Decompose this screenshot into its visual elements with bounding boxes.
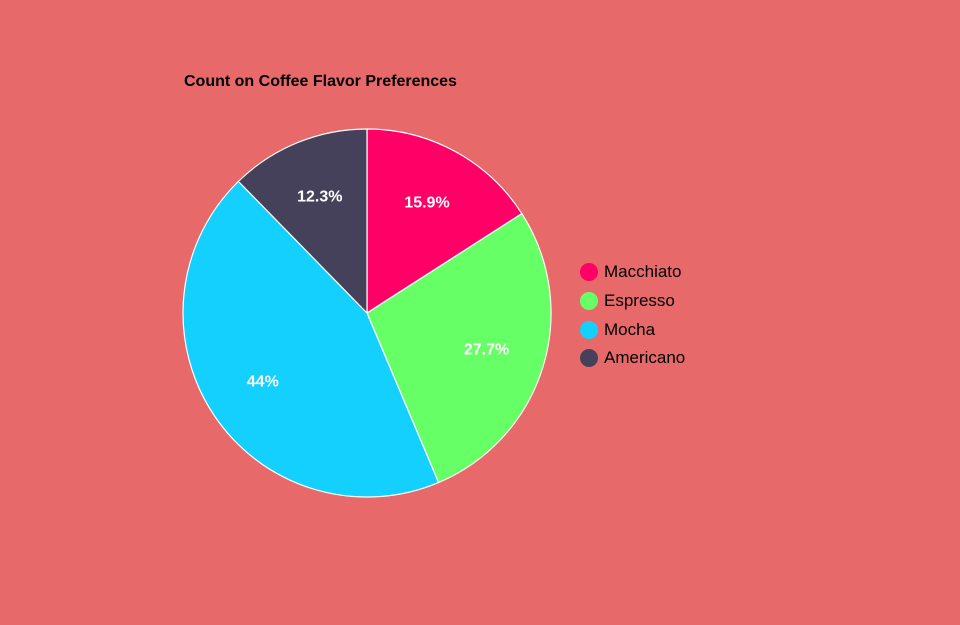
legend-item-americano[interactable]: Americano: [580, 344, 685, 373]
slice-label-espresso: 27.7%: [464, 342, 509, 359]
pie-slice-espresso[interactable]: [366, 212, 552, 484]
pie-slice-americano[interactable]: [237, 128, 368, 315]
legend-item-mocha[interactable]: Mocha: [580, 315, 685, 344]
slice-label-mocha: 44%: [247, 374, 279, 391]
legend-swatch-icon: [580, 292, 598, 311]
legend-label: Macchiato: [604, 262, 682, 282]
legend-swatch-icon: [580, 349, 598, 368]
pie-slice-mocha[interactable]: [182, 180, 440, 498]
legend-swatch-icon: [580, 320, 598, 339]
pie-slice-macchiato[interactable]: [366, 128, 523, 315]
legend-item-macchiato[interactable]: Macchiato: [580, 258, 685, 287]
legend-item-espresso[interactable]: Espresso: [580, 287, 685, 316]
legend-label: Mocha: [604, 319, 656, 339]
legend-swatch-icon: [580, 263, 598, 282]
legend-label: Americano: [604, 348, 686, 368]
legend: Macchiato Espresso Mocha Americano: [580, 258, 685, 373]
legend-label: Espresso: [604, 291, 675, 311]
slice-label-americano: 12.3%: [297, 189, 342, 206]
slice-label-macchiato: 15.9%: [404, 195, 449, 212]
chart-title: Count on Coffee Flavor Preferences: [184, 73, 457, 90]
